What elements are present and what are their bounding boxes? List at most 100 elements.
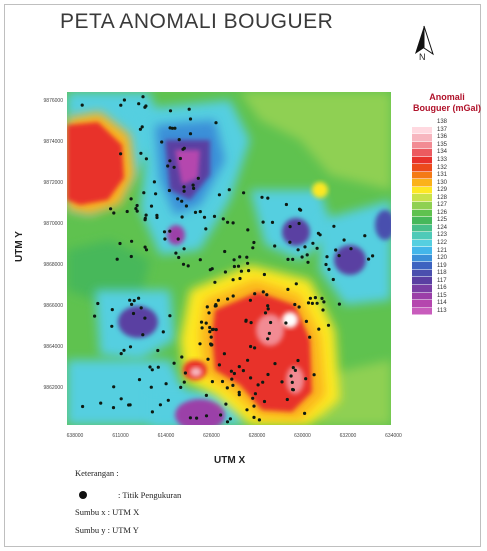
measurement-point: [263, 311, 268, 315]
measurement-point: [181, 262, 186, 266]
measurement-point: [217, 193, 221, 197]
legend-swatch: [412, 119, 432, 127]
measurement-point: [210, 327, 214, 332]
y-tick-label: 9864000: [44, 344, 64, 350]
measurement-point: [337, 254, 341, 258]
legend-swatch: [412, 277, 432, 286]
measurement-point: [128, 403, 132, 407]
measurement-point: [130, 239, 134, 243]
legend-item: 138: [412, 119, 447, 127]
measurement-point: [266, 196, 270, 200]
measurement-point: [317, 327, 321, 331]
measurement-point: [144, 248, 149, 252]
legend-item: 129: [412, 186, 447, 195]
measurement-point: [284, 321, 288, 325]
legend-item: 121: [412, 247, 447, 255]
measurement-point: [246, 228, 250, 232]
legend-item: 131: [412, 171, 448, 180]
measurement-point: [118, 241, 122, 246]
legend-value: 122: [437, 240, 448, 247]
measurement-point: [166, 164, 170, 168]
legend-item: 132: [412, 164, 447, 172]
legend-value: 131: [437, 172, 448, 179]
measurement-point: [326, 323, 331, 327]
measurement-point: [294, 282, 298, 286]
measurement-point: [160, 140, 164, 144]
legend-item: 126: [412, 209, 447, 218]
measurement-point: [144, 213, 148, 217]
x-tick-label: 632000: [340, 433, 357, 439]
y-tick-label: 9870000: [44, 221, 64, 227]
measurement-point: [216, 298, 220, 302]
measurement-point: [155, 215, 159, 220]
measurement-point: [253, 392, 257, 396]
legend-item: 133: [412, 156, 447, 165]
measurement-point: [208, 268, 212, 272]
measurement-point: [273, 362, 277, 366]
measurement-point: [312, 373, 316, 377]
legend-swatch: [412, 164, 432, 172]
measurement-point: [225, 420, 230, 424]
measurement-point: [256, 383, 260, 387]
measurement-point: [232, 371, 236, 376]
measurement-point: [198, 210, 202, 214]
measurement-point: [227, 188, 231, 192]
measurement-point: [321, 308, 325, 312]
measurement-point: [280, 380, 284, 384]
legend-value: 136: [437, 134, 448, 141]
legend-item: 127: [412, 202, 447, 210]
measurement-point: [223, 249, 227, 254]
measurement-point: [249, 344, 253, 349]
measurement-point: [122, 98, 126, 102]
measurement-point: [213, 280, 217, 284]
measurement-point: [168, 159, 172, 163]
measurement-point: [290, 380, 294, 384]
y-tick-label: 9876000: [44, 98, 64, 104]
measurement-point: [178, 156, 182, 161]
measurement-point: [80, 103, 84, 107]
measurement-point: [371, 254, 375, 258]
measurement-point: [266, 337, 270, 341]
legend-item: 124: [412, 224, 447, 233]
measurement-point: [237, 393, 241, 397]
legend-value: 135: [437, 141, 448, 148]
measurement-point: [204, 414, 209, 418]
legend-swatch: [412, 156, 432, 165]
measurement-point: [170, 126, 174, 130]
measurement-point: [304, 319, 308, 323]
legend-value: 114: [437, 300, 447, 307]
measurement-point: [172, 165, 176, 169]
x-tick-label: 614000: [158, 433, 175, 439]
measurement-point: [135, 209, 139, 213]
sumbu-x-note: Sumbu x : UTM X: [75, 507, 140, 517]
measurement-point: [297, 305, 301, 309]
measurement-point: [99, 401, 103, 405]
measurement-point: [308, 335, 312, 339]
keterangan-heading: Keterangan :: [75, 468, 119, 478]
measurement-point: [299, 208, 303, 212]
measurement-point: [154, 192, 158, 196]
measurement-point: [325, 255, 329, 259]
measurement-point: [150, 410, 154, 414]
measurement-point: [363, 234, 367, 238]
legend-swatch: [412, 217, 432, 225]
measurement-point: [134, 207, 138, 211]
measurement-point: [128, 298, 132, 302]
legend-item: 120: [412, 254, 448, 263]
legend-value: 130: [437, 179, 448, 186]
legend-value: 121: [437, 247, 448, 254]
legend-value: 115: [437, 292, 447, 299]
legend-value: 120: [437, 255, 448, 262]
north-label: N: [419, 52, 426, 62]
measurement-point: [119, 103, 123, 107]
measurement-point: [168, 229, 172, 233]
measurement-point: [139, 306, 143, 310]
legend-value: 113: [437, 307, 447, 314]
measurement-point: [128, 345, 133, 349]
measurement-point: [177, 138, 181, 142]
measurement-point: [367, 257, 371, 261]
measurement-point: [310, 301, 314, 305]
measurement-point: [241, 369, 245, 373]
legend-value: 118: [437, 270, 447, 277]
legend-item: 128: [412, 194, 447, 203]
